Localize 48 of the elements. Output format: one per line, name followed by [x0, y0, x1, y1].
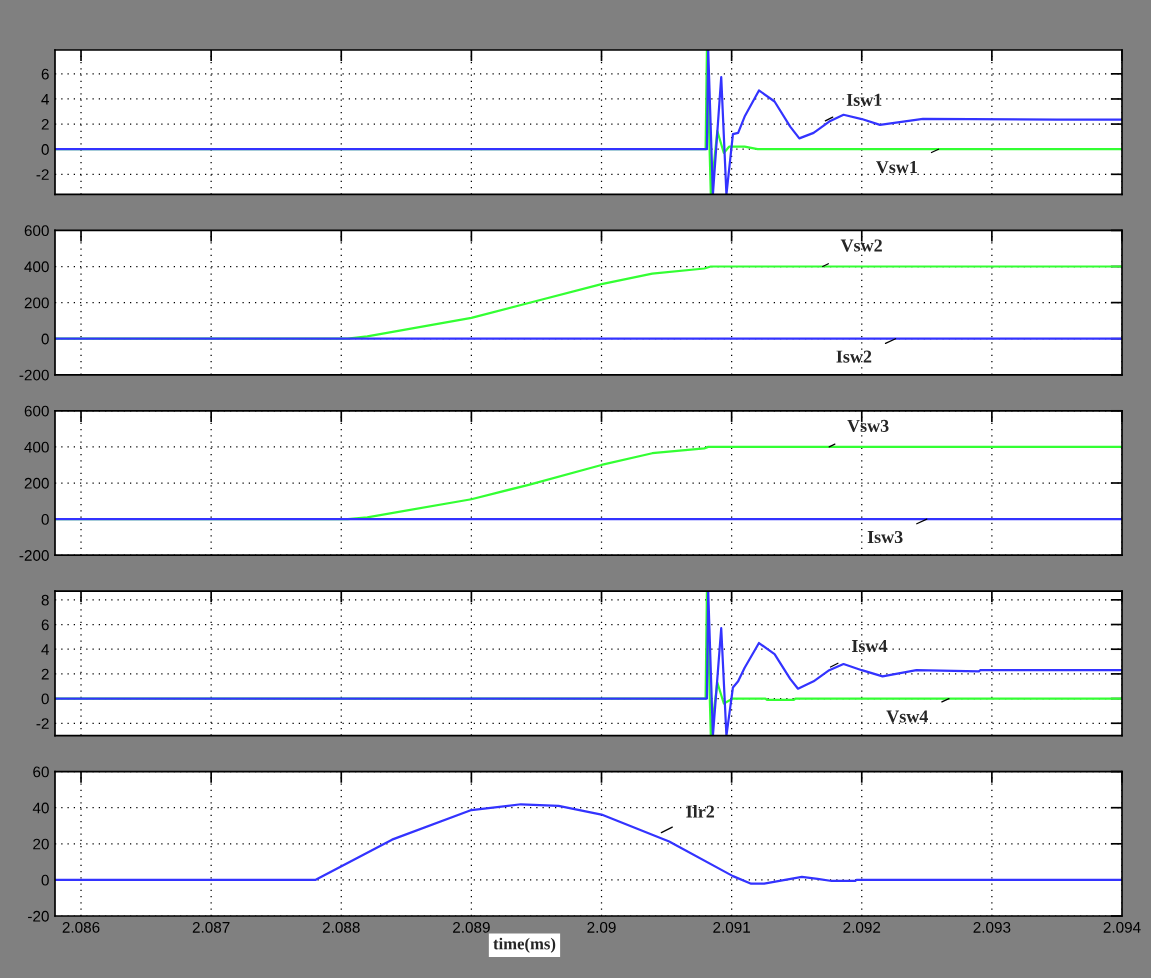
x-tick-label: 2.086 — [62, 921, 100, 933]
y-tick-label: 6 — [41, 68, 49, 80]
x-tick-label: 2.088 — [322, 921, 360, 933]
annotation: Isw3 — [867, 530, 903, 544]
y-tick-label: 0 — [41, 693, 49, 705]
x-tick-label: 2.091 — [713, 921, 751, 933]
x-tick-label: 2.087 — [192, 921, 230, 933]
y-tick-label: 6 — [41, 619, 49, 631]
y-tick-label: 600 — [24, 225, 49, 237]
y-tick-label: 8 — [41, 594, 49, 606]
y-tick-label: 4 — [41, 94, 49, 105]
x-tick-label: 2.092 — [843, 921, 881, 933]
line-series — [55, 803, 1122, 885]
y-tick-label: 0 — [41, 513, 49, 525]
y-tick-label: 600 — [24, 405, 49, 417]
line-series — [55, 50, 1122, 195]
x-tick-label: 2.09 — [587, 921, 616, 933]
line-series — [55, 591, 1122, 736]
y-tick-label: 400 — [24, 441, 49, 453]
annotation: Ilr2 — [686, 804, 715, 818]
y-tick-label: 2 — [41, 118, 49, 130]
annotation: Isw2 — [836, 350, 872, 363]
y-tick-label: -20 — [28, 910, 49, 922]
y-tick-label: -2 — [36, 169, 49, 180]
y-tick-label: 2 — [41, 668, 49, 680]
y-tick-label: 0 — [41, 333, 49, 345]
y-tick-label: 0 — [41, 144, 49, 155]
annotation: Isw4 — [851, 639, 888, 653]
y-tick-label: 200 — [24, 297, 49, 309]
y-tick-label: 20 — [33, 838, 49, 850]
annotation: Isw1 — [846, 93, 882, 106]
x-tick-label: 2.094 — [1103, 921, 1141, 933]
y-tick-label: -2 — [36, 718, 49, 729]
x-tick-label: 2.093 — [973, 921, 1011, 933]
annotation: Vsw3 — [847, 419, 889, 433]
x-axis-title: time(ms) — [493, 937, 556, 953]
annotation: Vsw2 — [840, 239, 882, 252]
y-tick-label: 4 — [41, 644, 49, 655]
y-tick-label: 200 — [24, 477, 49, 489]
y-tick-label: 0 — [41, 874, 49, 886]
y-tick-label: 60 — [33, 766, 49, 778]
y-tick-label: -200 — [19, 369, 49, 381]
y-tick-label: 40 — [32, 802, 49, 814]
y-tick-label: 400 — [24, 261, 49, 273]
y-tick-label: -200 — [19, 550, 49, 561]
x-tick-label: 2.089 — [453, 921, 490, 933]
annotation: Vsw4 — [886, 710, 928, 723]
annotation: Vsw1 — [876, 161, 917, 174]
